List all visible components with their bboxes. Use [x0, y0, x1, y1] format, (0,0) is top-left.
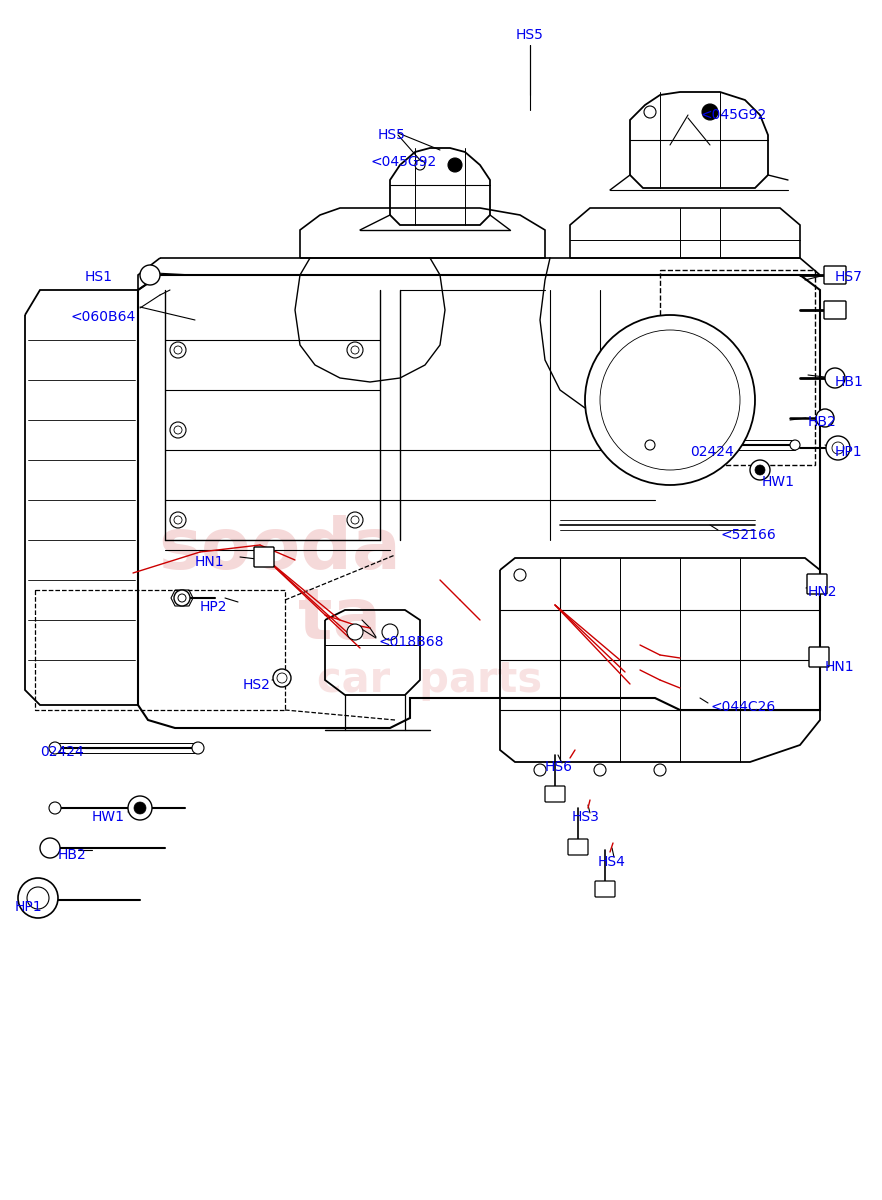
Circle shape: [174, 516, 182, 524]
FancyBboxPatch shape: [824, 301, 846, 319]
Circle shape: [18, 878, 58, 918]
Text: HS1: HS1: [85, 270, 113, 284]
Circle shape: [832, 442, 844, 454]
Text: car  parts: car parts: [318, 659, 542, 701]
Circle shape: [49, 802, 61, 814]
Circle shape: [654, 764, 666, 776]
Text: <018B68: <018B68: [378, 635, 444, 649]
Circle shape: [755, 464, 765, 475]
FancyBboxPatch shape: [595, 881, 615, 898]
FancyBboxPatch shape: [568, 839, 588, 854]
Circle shape: [174, 346, 182, 354]
Text: HP2: HP2: [200, 600, 228, 614]
Circle shape: [174, 590, 190, 606]
FancyBboxPatch shape: [809, 647, 829, 667]
Text: HP1: HP1: [15, 900, 42, 914]
Circle shape: [702, 104, 718, 120]
Circle shape: [128, 796, 152, 820]
Circle shape: [40, 838, 60, 858]
Circle shape: [347, 342, 363, 358]
Circle shape: [382, 624, 398, 640]
Text: sooda: sooda: [159, 516, 401, 584]
Text: HW1: HW1: [762, 475, 795, 490]
Circle shape: [49, 742, 61, 754]
Text: <045G92: <045G92: [370, 155, 437, 169]
Circle shape: [514, 569, 526, 581]
Text: HB2: HB2: [808, 415, 837, 428]
Circle shape: [750, 460, 770, 480]
Circle shape: [351, 346, 359, 354]
FancyBboxPatch shape: [807, 574, 827, 594]
Text: HS6: HS6: [545, 760, 573, 774]
Bar: [660, 270, 815, 464]
Circle shape: [277, 673, 287, 683]
Circle shape: [347, 624, 363, 640]
Text: HW1: HW1: [92, 810, 125, 824]
Text: ta: ta: [298, 586, 382, 654]
FancyBboxPatch shape: [824, 266, 846, 284]
FancyBboxPatch shape: [254, 547, 274, 566]
Text: <044C26: <044C26: [710, 700, 775, 714]
Circle shape: [448, 158, 462, 172]
Circle shape: [645, 440, 655, 450]
Circle shape: [644, 106, 656, 118]
Circle shape: [600, 330, 740, 470]
Circle shape: [351, 516, 359, 524]
Text: HN1: HN1: [195, 554, 225, 569]
Circle shape: [134, 802, 146, 814]
Text: <045G92: <045G92: [700, 108, 766, 122]
Text: HB2: HB2: [58, 848, 86, 862]
Text: HS2: HS2: [243, 678, 271, 692]
Circle shape: [534, 764, 546, 776]
Circle shape: [170, 342, 186, 358]
Text: HN1: HN1: [825, 660, 855, 674]
Text: HN2: HN2: [808, 584, 838, 599]
Circle shape: [826, 436, 850, 460]
Text: 02424: 02424: [690, 445, 734, 458]
Circle shape: [174, 426, 182, 434]
Text: <52166: <52166: [720, 528, 776, 542]
Circle shape: [140, 265, 160, 284]
Text: HB1: HB1: [835, 374, 863, 389]
Text: HS7: HS7: [835, 270, 863, 284]
Text: HS5: HS5: [378, 128, 406, 142]
Circle shape: [825, 368, 845, 388]
Text: <060B64: <060B64: [70, 310, 135, 324]
Circle shape: [178, 594, 186, 602]
Circle shape: [27, 887, 49, 910]
Circle shape: [170, 512, 186, 528]
Circle shape: [790, 440, 800, 450]
Circle shape: [415, 160, 425, 170]
Circle shape: [273, 670, 291, 686]
Circle shape: [585, 314, 755, 485]
Circle shape: [816, 409, 834, 427]
Text: HS5: HS5: [516, 28, 544, 42]
Text: HP1: HP1: [835, 445, 863, 458]
Circle shape: [192, 742, 204, 754]
Circle shape: [594, 764, 606, 776]
Bar: [35, 590, 285, 710]
Text: HS4: HS4: [598, 854, 626, 869]
Text: HS3: HS3: [572, 810, 600, 824]
Circle shape: [170, 422, 186, 438]
Circle shape: [347, 512, 363, 528]
Text: 02424: 02424: [40, 745, 84, 758]
FancyBboxPatch shape: [545, 786, 565, 802]
